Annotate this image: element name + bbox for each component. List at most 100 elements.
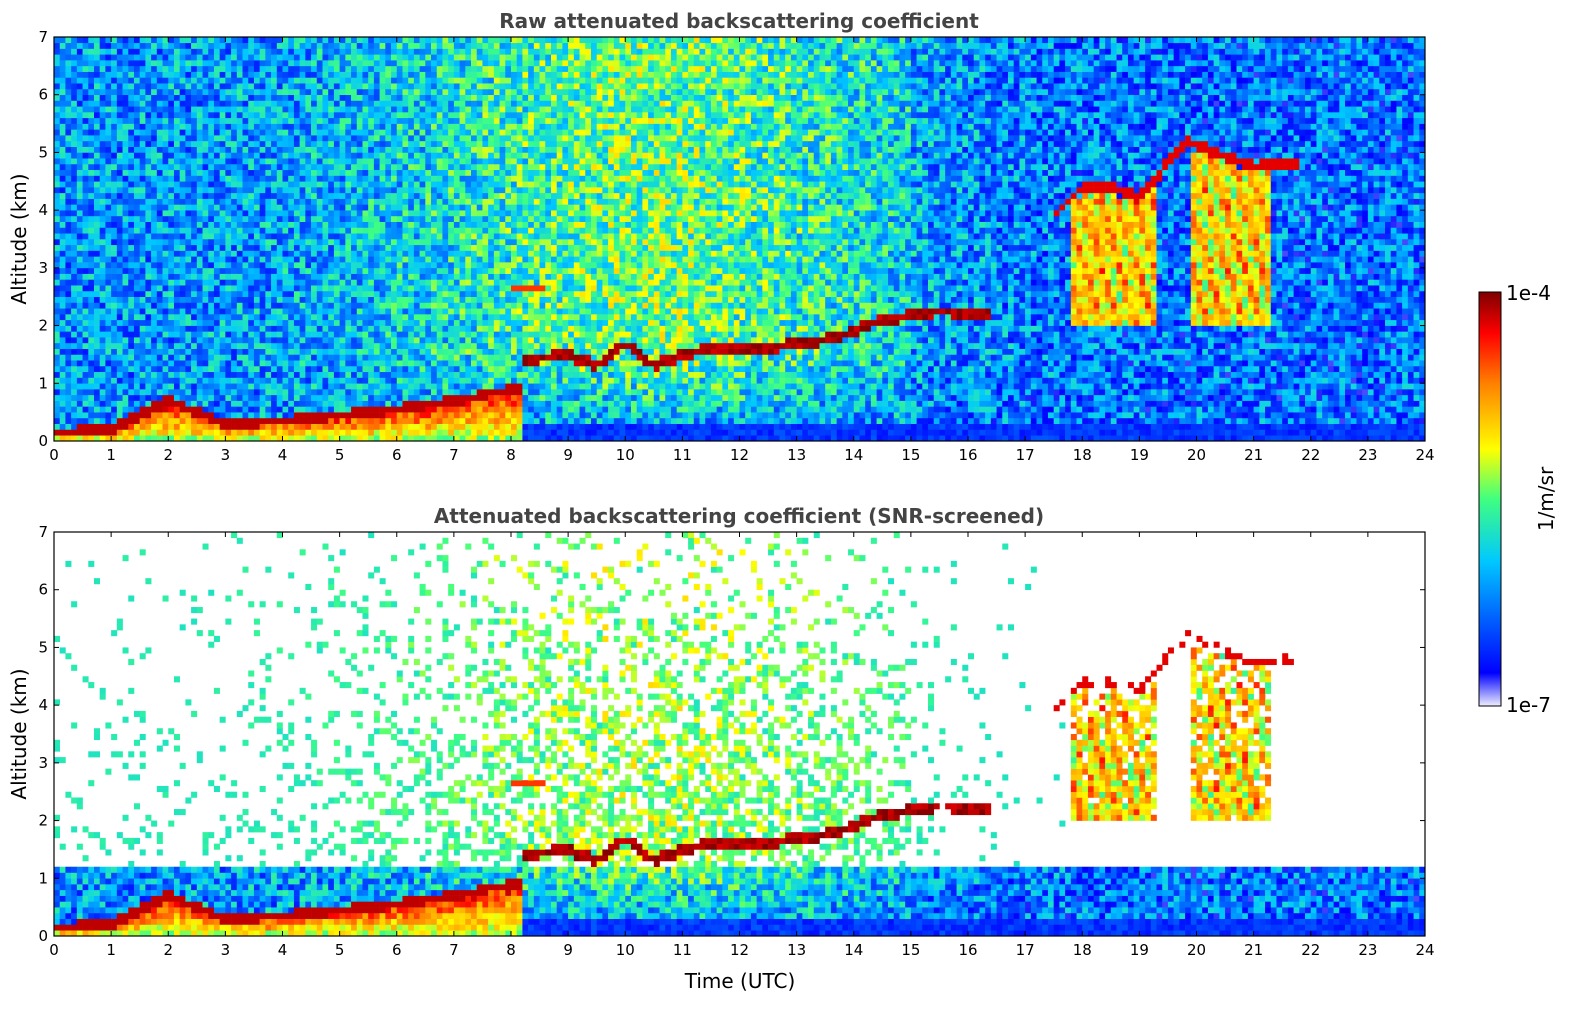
heatmap-cell — [174, 320, 180, 326]
heatmap-cell — [60, 72, 66, 78]
heatmap-cell — [185, 412, 191, 418]
heatmap-cell — [174, 354, 180, 360]
heatmap-cell — [60, 372, 66, 378]
heatmap-cell — [157, 95, 163, 101]
heatmap-cell — [100, 383, 106, 389]
heatmap-cell — [77, 279, 83, 285]
heatmap-cell — [185, 141, 191, 147]
heatmap-cell — [123, 106, 129, 112]
heatmap-cell — [123, 245, 129, 251]
heatmap-cell — [140, 204, 146, 210]
heatmap-cell — [128, 326, 134, 332]
heatmap-cell — [94, 170, 100, 176]
heatmap-cell — [174, 291, 180, 297]
heatmap-cell — [157, 135, 163, 141]
heatmap-cell — [180, 251, 186, 257]
heatmap-cell — [100, 343, 106, 349]
heatmap-cell — [88, 60, 94, 66]
heatmap-cell — [191, 147, 197, 153]
heatmap-cell — [163, 216, 169, 222]
heatmap-cell — [71, 401, 77, 407]
heatmap-cell — [77, 291, 83, 297]
heatmap-cell — [111, 256, 117, 262]
heatmap-cell — [151, 118, 157, 124]
heatmap-cell — [185, 435, 191, 441]
heatmap-cell — [54, 37, 60, 43]
heatmap-cell — [180, 170, 186, 176]
heatmap-cell — [88, 251, 94, 257]
heatmap-cell — [94, 222, 100, 228]
heatmap-cell — [83, 141, 89, 147]
heatmap-cell — [60, 360, 66, 366]
heatmap-cell — [174, 424, 180, 430]
heatmap-cell — [168, 354, 174, 360]
heatmap-cell — [83, 152, 89, 158]
heatmap-cell — [145, 395, 151, 401]
heatmap-cell — [60, 262, 66, 268]
heatmap-cell — [145, 66, 151, 72]
heatmap-cell — [174, 135, 180, 141]
heatmap-cell — [140, 343, 146, 349]
heatmap-cell — [71, 383, 77, 389]
heatmap-cell — [163, 135, 169, 141]
heatmap-cell — [128, 135, 134, 141]
heatmap-cell — [151, 106, 157, 112]
heatmap-cell — [168, 233, 174, 239]
heatmap-cell — [157, 435, 163, 441]
heatmap-cell — [65, 366, 71, 372]
heatmap-cell — [94, 308, 100, 314]
heatmap-cell — [94, 256, 100, 262]
heatmap-cell — [134, 77, 140, 83]
heatmap-cell — [168, 320, 174, 326]
heatmap-cell — [123, 141, 129, 147]
heatmap-cell — [71, 216, 77, 222]
heatmap-cell — [157, 354, 163, 360]
heatmap-cell — [185, 77, 191, 83]
heatmap-cell — [163, 106, 169, 112]
heatmap-cell — [100, 268, 106, 274]
heatmap-cell — [71, 302, 77, 308]
heatmap-cell — [111, 210, 117, 216]
heatmap-cell — [100, 337, 106, 343]
heatmap-cell — [123, 37, 129, 43]
heatmap-cell — [94, 100, 100, 106]
heatmap-cell — [88, 199, 94, 205]
heatmap-cell — [54, 343, 60, 349]
heatmap-cell — [185, 401, 191, 407]
heatmap-cell — [128, 279, 134, 285]
heatmap-cell — [145, 193, 151, 199]
heatmap-cell — [174, 43, 180, 49]
heatmap-cell — [117, 297, 123, 303]
heatmap-cell — [134, 83, 140, 89]
heatmap-cell — [145, 95, 151, 101]
heatmap-cell — [197, 141, 203, 147]
heatmap-cell — [174, 308, 180, 314]
heatmap-cell — [83, 279, 89, 285]
heatmap-cell — [71, 199, 77, 205]
heatmap-cell — [157, 279, 163, 285]
heatmap-cell — [128, 291, 134, 297]
heatmap-cell — [180, 326, 186, 332]
heatmap-cell — [83, 43, 89, 49]
heatmap-cell — [185, 193, 191, 199]
heatmap-cell — [88, 233, 94, 239]
heatmap-cell — [163, 418, 169, 424]
heatmap-cell — [65, 158, 71, 164]
heatmap-cell — [168, 302, 174, 308]
heatmap-cell — [117, 406, 123, 412]
heatmap-cell — [123, 66, 129, 72]
heatmap-cell — [151, 89, 157, 95]
heatmap-cell — [140, 176, 146, 182]
heatmap-cell — [117, 331, 123, 337]
heatmap-cell — [168, 37, 174, 43]
heatmap-cell — [163, 256, 169, 262]
heatmap-cell — [140, 83, 146, 89]
heatmap-cell — [128, 95, 134, 101]
heatmap-cell — [168, 239, 174, 245]
heatmap-cell — [157, 297, 163, 303]
heatmap-cell — [128, 204, 134, 210]
heatmap-cell — [151, 308, 157, 314]
heatmap-cell — [83, 389, 89, 395]
heatmap-cell — [60, 222, 66, 228]
heatmap-cell — [151, 60, 157, 66]
